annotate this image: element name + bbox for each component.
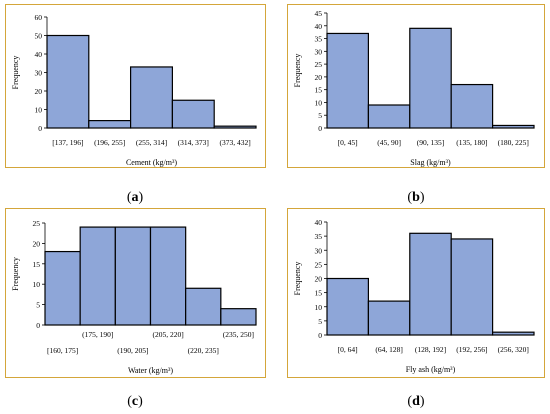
x-category-label: (45, 90]: [377, 138, 401, 147]
x-category-label: (256, 320]: [498, 345, 529, 354]
y-tick-label: 20: [315, 73, 323, 82]
bar: [79, 226, 116, 326]
x-category-label: (196, 255]: [94, 138, 125, 147]
bar: [326, 277, 370, 336]
x-category-label: (190, 205]: [117, 346, 148, 355]
chart-d-svg: 0 5 10 15 20 25 30 35 40 [0, 64] (64, 128] (128, 19…: [293, 218, 535, 374]
x-category-label: [160, 175]: [47, 346, 78, 355]
y-tick-label: 15: [33, 260, 41, 269]
y-tick-label: 5: [318, 111, 322, 120]
bar: [409, 27, 452, 129]
x-category-label: (135, 180]: [456, 138, 487, 147]
y-tick-label: 5: [318, 317, 322, 326]
y-tick-label: 40: [35, 50, 43, 59]
y-tick-label: 0: [38, 124, 42, 133]
caption-d: (d): [407, 394, 425, 409]
x-axis-title: Water (kg/m³): [128, 366, 173, 375]
bar: [44, 250, 81, 326]
bar: [367, 300, 411, 336]
x-category-label: (255, 314]: [136, 138, 167, 147]
panel-c: 0 5 10 15 20 25 [160, 175] (175, 190] (190, 205]…: [5, 208, 266, 378]
x-category-label: (64, 128]: [375, 345, 403, 354]
x-category-label: (90, 135]: [417, 138, 445, 147]
caption-c-letter: c: [131, 394, 139, 409]
y-tick-label: 20: [35, 87, 43, 96]
caption-b-letter: b: [412, 190, 420, 205]
y-tick-label: 0: [36, 321, 40, 330]
y-tick-label: 20: [315, 275, 323, 284]
chart-a-svg: 0 10 20 30 40 50 60 [137, 196] (196, 255] (255, 3…: [11, 13, 257, 167]
bar: [409, 232, 452, 336]
x-category-label: (220, 235]: [188, 346, 219, 355]
y-tick-label: 20: [33, 239, 41, 248]
y-tick-label: 40: [315, 22, 323, 31]
y-tick-label: 0: [318, 331, 322, 340]
x-category-label: (314, 373]: [178, 138, 209, 147]
y-tick-label: 5: [36, 301, 40, 310]
y-tick-label: 30: [35, 69, 43, 78]
chart-b-svg: 0 5 10 15 20 25 30 35 40 45 [0, 45] (45, 90] (90, 13…: [293, 9, 535, 167]
bar: [149, 226, 187, 326]
caption-b: (b): [407, 190, 425, 205]
bar: [46, 34, 90, 129]
x-category-label: (235, 250]: [223, 330, 254, 339]
y-tick-label: 25: [33, 219, 41, 228]
x-category-label: (373, 432]: [219, 138, 250, 147]
x-axis-title: Cement (kg/m³): [126, 158, 177, 167]
y-tick-label: 10: [33, 280, 41, 289]
y-tick-label: 35: [315, 35, 323, 44]
y-tick-label: 45: [315, 9, 323, 18]
panel-a: 0 10 20 30 40 50 60 [137, 196] (196, 255] (255, 3…: [5, 4, 266, 168]
bar: [450, 238, 494, 336]
y-tick-label: 15: [315, 86, 323, 95]
bar: [88, 119, 132, 129]
y-tick-label: 50: [35, 32, 43, 41]
caption-a-letter: a: [131, 190, 139, 205]
x-category-label: (175, 190]: [82, 330, 113, 339]
caption-c: (c): [127, 394, 143, 409]
bar: [185, 287, 222, 326]
x-category-label: [137, 196]: [52, 138, 83, 147]
y-tick-label: 30: [315, 246, 323, 255]
bar: [367, 104, 411, 129]
panel-b: 0 5 10 15 20 25 30 35 40 45 [0, 45] (45, 90] (90, 13…: [287, 4, 545, 168]
y-axis-title: Frequency: [293, 54, 302, 88]
y-axis-title: Frequency: [11, 257, 20, 291]
y-tick-label: 60: [35, 13, 43, 22]
x-category-label: [0, 45]: [338, 138, 358, 147]
y-tick-label: 0: [318, 124, 322, 133]
bar: [129, 66, 173, 129]
x-category-label: (205, 220]: [152, 330, 183, 339]
y-tick-label: 35: [315, 232, 323, 241]
y-tick-label: 10: [315, 303, 323, 312]
caption-d-letter: d: [412, 394, 420, 409]
y-tick-label: 10: [35, 106, 43, 115]
y-axis-title: Frequency: [293, 262, 302, 296]
caption-a: (a): [126, 190, 144, 205]
x-category-label: [0, 64]: [338, 345, 358, 354]
bar: [220, 308, 257, 326]
bar: [171, 99, 215, 129]
bar: [326, 32, 370, 129]
bar: [114, 226, 152, 326]
y-axis-title: Frequency: [11, 56, 20, 90]
y-tick-label: 15: [315, 289, 323, 298]
x-category-label: (192, 256]: [456, 345, 487, 354]
x-category-label: (128, 192]: [415, 345, 446, 354]
chart-c-svg: 0 5 10 15 20 25 [160, 175] (175, 190] (190, 205]…: [11, 219, 257, 375]
panel-d: 0 5 10 15 20 25 30 35 40 [0, 64] (64, 128] (128, 19…: [287, 208, 545, 378]
y-tick-label: 25: [315, 60, 323, 69]
x-axis-title: Slag (kg/m³): [410, 158, 451, 167]
y-tick-label: 10: [315, 98, 323, 107]
y-tick-label: 40: [315, 218, 323, 227]
bar: [450, 83, 494, 129]
bar: [492, 331, 535, 336]
y-tick-label: 30: [315, 47, 323, 56]
x-category-label: (180, 225]: [498, 138, 529, 147]
y-tick-label: 25: [315, 260, 323, 269]
x-axis-title: Fly ash (kg/m³): [406, 365, 456, 374]
